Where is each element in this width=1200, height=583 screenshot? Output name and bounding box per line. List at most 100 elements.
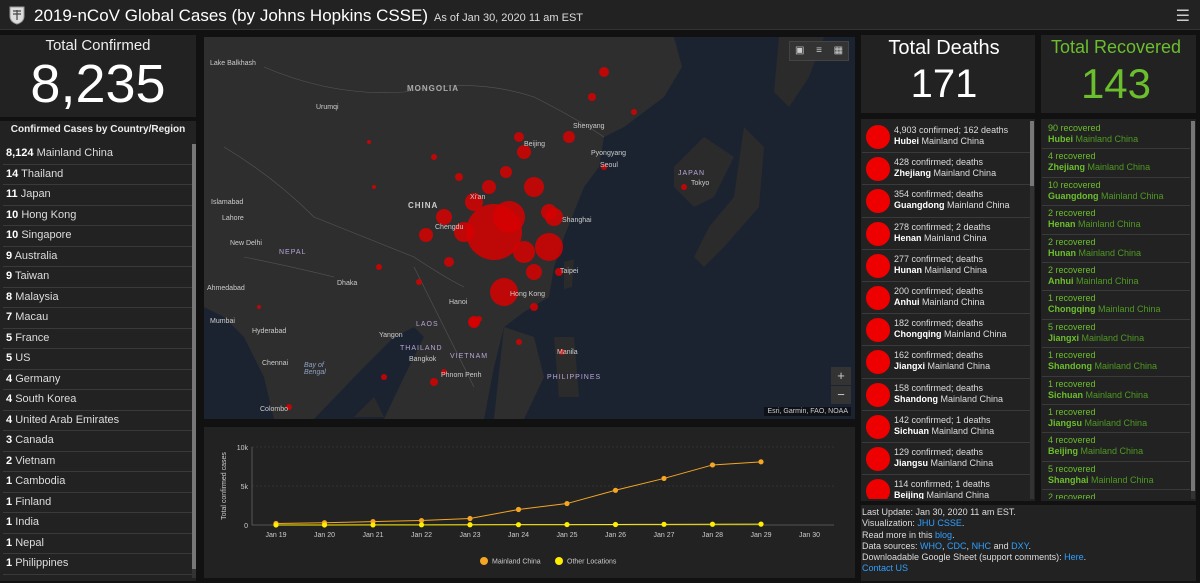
country-row[interactable]: 14 Thailand	[3, 165, 193, 185]
data-point[interactable]	[709, 521, 716, 527]
country-row[interactable]: 9 Australia	[3, 247, 193, 267]
legend-label[interactable]: Other Locations	[567, 559, 617, 566]
death-stat: 182 confirmed; deaths	[894, 318, 984, 329]
recovered-row[interactable]: 4 recovered Zhejiang Mainland China	[1042, 149, 1190, 178]
recovered-row[interactable]: 5 recovered Jiangxi Mainland China	[1042, 320, 1190, 349]
recovered-stat: 1 recovered	[1048, 350, 1096, 361]
data-point[interactable]	[661, 521, 667, 527]
data-point[interactable]	[612, 521, 619, 528]
country-row[interactable]: 10 Hong Kong	[3, 206, 193, 226]
recovered-row[interactable]: 1 recovered Shandong Mainland China	[1042, 348, 1190, 377]
death-row[interactable]: 129 confirmed; deaths Jiangsu Mainland Ch…	[862, 443, 1030, 476]
death-row[interactable]: 4,903 confirmed; 162 deaths Hubei Mainlan…	[862, 121, 1030, 154]
country-row[interactable]: 1 Cambodia	[3, 472, 193, 493]
google-sheet-link[interactable]: Here	[1064, 552, 1084, 563]
country-row[interactable]: 8,124 Mainland China	[3, 144, 193, 165]
death-row[interactable]: 182 confirmed; deaths Chongqing Mainland …	[862, 314, 1030, 347]
country-row[interactable]: 1 Finland	[3, 493, 193, 513]
dxy-link[interactable]: DXY	[1011, 540, 1029, 551]
country-row[interactable]: 2 Vietnam	[3, 452, 193, 472]
country-row[interactable]: 3 Canada	[3, 431, 193, 452]
data-point[interactable]	[467, 522, 473, 528]
recovered-row[interactable]: 2 recovered Hunan Mainland China	[1042, 235, 1190, 263]
qr-icon[interactable]: ▦	[833, 45, 844, 56]
recovered-list[interactable]: 90 recovered Hubei Mainland China 4 recove…	[1042, 121, 1190, 499]
data-point[interactable]	[612, 487, 619, 493]
data-point[interactable]	[370, 522, 376, 528]
country-row[interactable]: 8 Malaysia	[3, 288, 193, 308]
data-point[interactable]	[467, 515, 473, 522]
blog-link[interactable]: blog	[935, 529, 953, 540]
nhc-link[interactable]: NHC	[971, 540, 992, 551]
country-row[interactable]: 9 Taiwan	[3, 267, 193, 288]
data-point[interactable]	[661, 475, 667, 482]
data-point[interactable]	[758, 459, 764, 465]
recovered-row[interactable]: 1 recovered Sichuan Mainland China	[1042, 377, 1190, 405]
data-point[interactable]	[515, 522, 522, 528]
list-icon[interactable]: ≡	[816, 45, 822, 56]
death-row[interactable]: 142 confirmed; 1 deaths Sichuan Mainland …	[862, 411, 1030, 443]
recovered-row[interactable]: 90 recovered Hubei Mainland China	[1042, 121, 1190, 150]
country-row[interactable]: 4 Germany	[3, 370, 193, 390]
death-country: Mainland China	[926, 490, 990, 499]
death-row[interactable]: 428 confirmed; deaths Zhejiang Mainland C…	[862, 153, 1030, 186]
deaths-list[interactable]: 4,903 confirmed; 162 deaths Hubei Mainlan…	[862, 121, 1030, 499]
data-point[interactable]	[758, 521, 764, 527]
hamburger-icon[interactable]: ☰	[1175, 8, 1190, 25]
data-point[interactable]	[418, 522, 425, 528]
legend-swatch[interactable]	[555, 557, 563, 565]
recovered-row[interactable]: 2 recovered	[1042, 490, 1190, 499]
country-row[interactable]: 1 Sri Lanka	[3, 575, 193, 579]
map-canvas[interactable]	[204, 37, 855, 419]
recovered-row[interactable]: 1 recovered Jiangsu Mainland China	[1042, 405, 1190, 434]
recovered-row[interactable]: 1 recovered Chongqing Mainland China	[1042, 291, 1190, 320]
map-attribution: Esri, Garmin, FAO, NOAA	[764, 407, 851, 416]
country-row[interactable]: 7 Macau	[3, 308, 193, 329]
death-row[interactable]: 277 confirmed; deaths Hunan Mainland Chin…	[862, 250, 1030, 282]
data-point[interactable]	[564, 521, 570, 528]
zoom-in-button[interactable]: +	[831, 367, 851, 385]
country-row[interactable]: 5 France	[3, 329, 193, 349]
death-row[interactable]: 162 confirmed; deaths Jiangxi Mainland Ch…	[862, 346, 1030, 379]
cdc-link[interactable]: CDC	[947, 540, 967, 551]
data-point[interactable]	[515, 506, 522, 513]
country-list[interactable]: 8,124 Mainland China 14 Thailand 11 Japan 1…	[3, 144, 193, 578]
death-row[interactable]: 114 confirmed; 1 deaths Beijing Mainland …	[862, 475, 1030, 499]
death-row[interactable]: 200 confirmed; deaths Anhui Mainland Chin…	[862, 282, 1030, 315]
recovered-row[interactable]: 5 recovered Shanghai Mainland China	[1042, 462, 1190, 491]
recovered-row[interactable]: 2 recovered Henan Mainland China	[1042, 206, 1190, 235]
country-row[interactable]: 4 United Arab Emirates	[3, 411, 193, 431]
recovered-row[interactable]: 10 recovered Guangdong Mainland China	[1042, 178, 1190, 207]
x-tick-label: Jan 23	[459, 532, 480, 539]
data-point[interactable]	[564, 500, 570, 507]
death-row[interactable]: 158 confirmed; deaths Shandong Mainland C…	[862, 379, 1030, 411]
who-link[interactable]: WHO	[920, 540, 943, 551]
country-row[interactable]: 1 India	[3, 513, 193, 534]
contact-us-link[interactable]: Contact US	[862, 563, 909, 574]
death-row[interactable]: 278 confirmed; 2 deaths Henan Mainland Ch…	[862, 218, 1030, 250]
country-row[interactable]: 11 Japan	[3, 185, 193, 206]
death-row[interactable]: 354 confirmed; deaths Guangdong Mainland …	[862, 185, 1030, 218]
data-point[interactable]	[418, 517, 425, 524]
recovered-row[interactable]: 4 recovered Beijing Mainland China	[1042, 433, 1190, 462]
country-list-scroll-thumb[interactable]	[192, 144, 196, 569]
total-confirmed-label: Total Confirmed	[45, 37, 151, 54]
recovered-row[interactable]: 2 recovered Anhui Mainland China	[1042, 263, 1190, 292]
country-row[interactable]: 1 Nepal	[3, 534, 193, 554]
map-view[interactable]: Lake Balkhash MONGOLIA Urumqi CHINA Isla…	[204, 37, 855, 419]
legend-swatch[interactable]	[480, 557, 488, 565]
country-row[interactable]: 4 South Korea	[3, 390, 193, 411]
country-row[interactable]: 1 Philippines	[3, 554, 193, 575]
data-point[interactable]	[273, 522, 279, 528]
deaths-list-scrollbar[interactable]	[1030, 121, 1034, 499]
recovered-list-scroll-thumb[interactable]	[1191, 121, 1195, 491]
legend-label[interactable]: Mainland China	[492, 559, 541, 566]
jhu-csse-link[interactable]: JHU CSSE	[917, 518, 962, 529]
data-point[interactable]	[709, 462, 716, 468]
zoom-out-button[interactable]: −	[831, 386, 851, 404]
data-point[interactable]	[321, 522, 328, 528]
bookmark-icon[interactable]: ▣	[794, 45, 805, 56]
country-row[interactable]: 10 Singapore	[3, 226, 193, 247]
country-row[interactable]: 5 US	[3, 349, 193, 370]
deaths-list-scroll-thumb[interactable]	[1030, 121, 1034, 186]
